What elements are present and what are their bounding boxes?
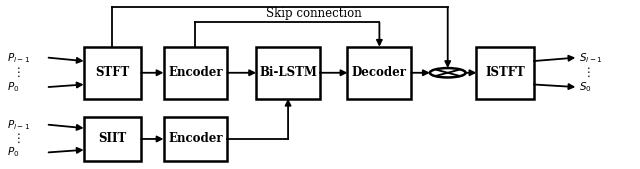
Text: $\vdots$: $\vdots$ [582,65,590,79]
Text: $\vdots$: $\vdots$ [12,65,20,79]
Text: Encoder: Encoder [168,132,223,146]
Text: SIIT: SIIT [99,132,127,146]
Text: STFT: STFT [95,66,129,79]
Text: $P_0$: $P_0$ [7,80,19,94]
FancyBboxPatch shape [348,47,412,99]
Text: Bi-LSTM: Bi-LSTM [259,66,317,79]
Text: Decoder: Decoder [352,66,407,79]
Text: $S_0$: $S_0$ [579,80,591,94]
Text: $\vdots$: $\vdots$ [12,132,20,145]
Text: ISTFT: ISTFT [485,66,525,79]
FancyBboxPatch shape [476,47,534,99]
Text: $P_0$: $P_0$ [7,146,19,159]
Text: Skip connection: Skip connection [266,7,362,20]
FancyBboxPatch shape [164,47,227,99]
FancyBboxPatch shape [84,117,141,161]
FancyBboxPatch shape [256,47,320,99]
Text: Encoder: Encoder [168,66,223,79]
Text: $S_{l-1}$: $S_{l-1}$ [579,51,602,65]
Text: $P_{l-1}$: $P_{l-1}$ [7,51,30,65]
Text: $P_{l-1}$: $P_{l-1}$ [7,118,30,132]
FancyBboxPatch shape [164,117,227,161]
FancyBboxPatch shape [84,47,141,99]
